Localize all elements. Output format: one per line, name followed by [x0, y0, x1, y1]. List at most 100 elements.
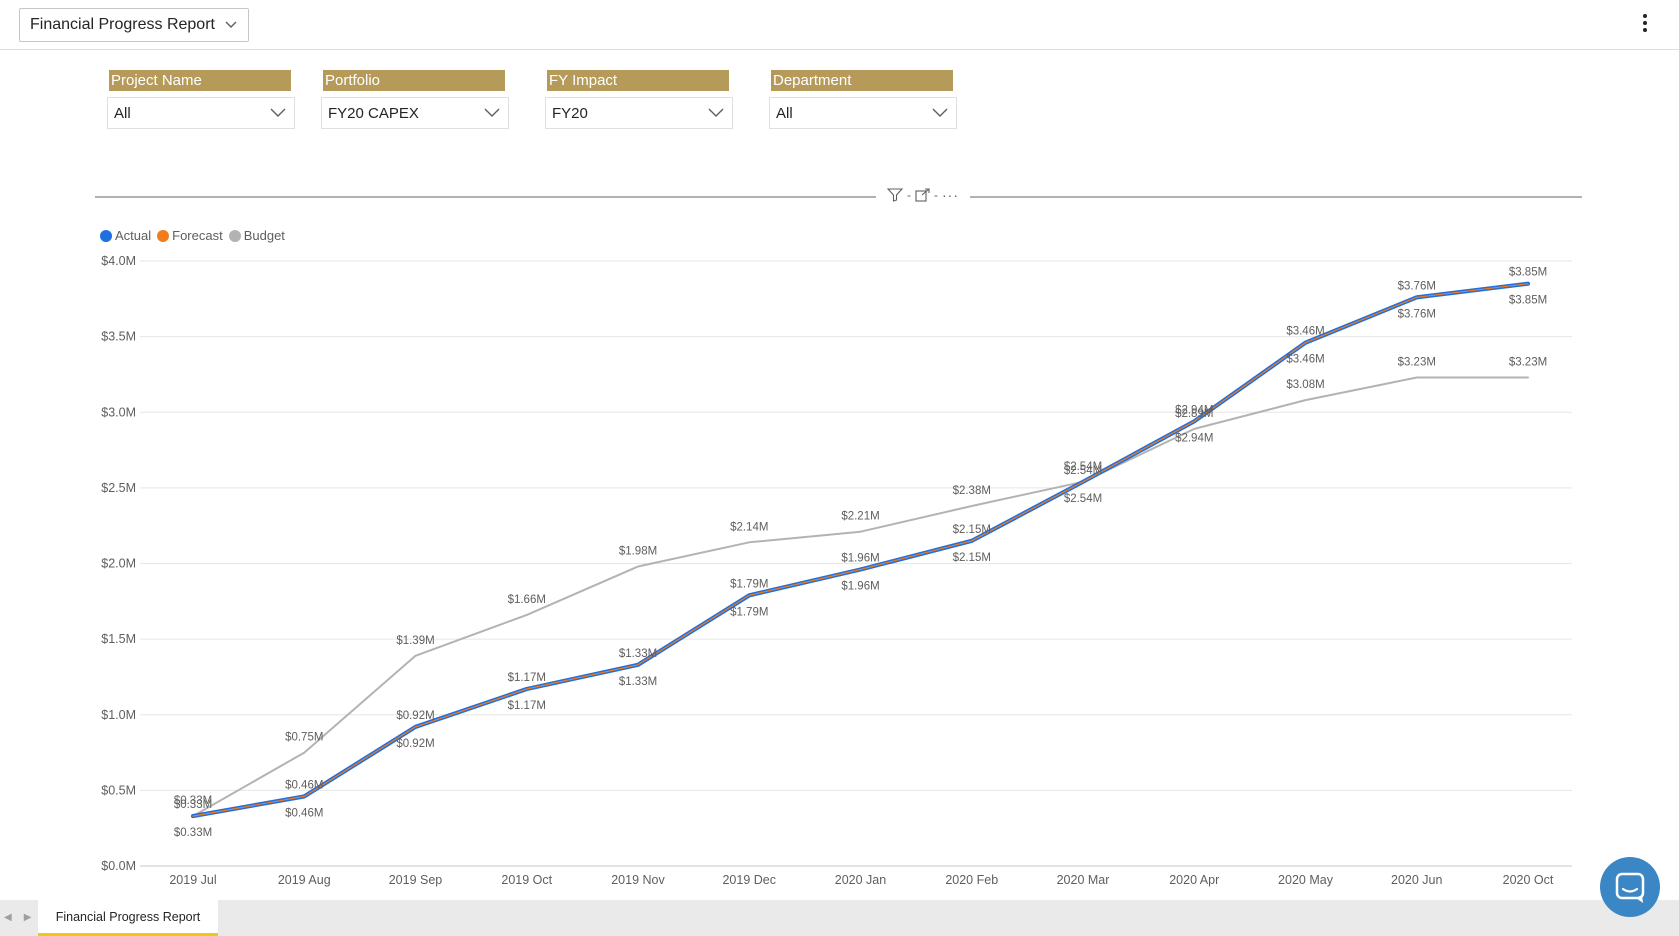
- slicer-dropdown-department[interactable]: All: [769, 97, 957, 129]
- visual-header-rule: [95, 196, 1582, 198]
- data-label-actual: $2.94M: [1175, 432, 1213, 444]
- x-tick-label: 2019 Aug: [278, 873, 331, 887]
- y-tick-label: $3.5M: [101, 330, 136, 344]
- legend-marker: [228, 229, 241, 242]
- data-label-budget: $2.89M: [1175, 408, 1213, 420]
- data-label-budget: $2.38M: [953, 485, 991, 497]
- y-tick-label: $2.0M: [101, 557, 136, 571]
- slicer-department: Department All: [769, 70, 959, 129]
- x-tick-label: 2019 Oct: [501, 873, 552, 887]
- x-tick-label: 2020 Jan: [835, 873, 886, 887]
- x-tick-label: 2020 Mar: [1057, 873, 1110, 887]
- legend-item-forecast[interactable]: Forecast: [157, 228, 223, 243]
- focus-mode-icon[interactable]: [915, 188, 930, 202]
- data-label-budget: $2.21M: [841, 511, 879, 523]
- filter-icon[interactable]: [887, 188, 903, 202]
- slicer-dropdown-project-name[interactable]: All: [107, 97, 295, 129]
- data-label-budget: $2.54M: [1064, 461, 1102, 473]
- chevron-down-icon: [270, 108, 286, 117]
- legend-item-actual[interactable]: Actual: [100, 228, 151, 243]
- more-options-icon[interactable]: [1641, 14, 1649, 34]
- chat-icon: [1615, 872, 1645, 903]
- page-tab-bar: ◀ ▶ Financial Progress Report: [0, 900, 1679, 936]
- slicer-title: Portfolio: [323, 70, 505, 91]
- legend-label: Budget: [243, 228, 285, 243]
- page-tab-financial-progress[interactable]: Financial Progress Report: [38, 900, 218, 936]
- data-label-actual: $1.33M: [619, 676, 657, 688]
- data-label-budget: $1.66M: [508, 594, 546, 606]
- slicer-fy-impact: FY Impact FY20: [545, 70, 735, 129]
- data-label-forecast: $0.92M: [396, 710, 434, 722]
- data-label-actual: $3.85M: [1509, 295, 1547, 307]
- slicer-value: FY20: [552, 104, 588, 122]
- more-options-icon[interactable]: ···: [942, 187, 959, 203]
- data-label-forecast: $0.33M: [174, 799, 212, 811]
- x-tick-label: 2019 Nov: [611, 873, 665, 887]
- y-tick-label: $4.0M: [101, 254, 136, 268]
- slicer-title: FY Impact: [547, 70, 729, 91]
- chart-legend: Actual Forecast Budget: [100, 228, 285, 243]
- data-label-actual: $2.15M: [953, 552, 991, 564]
- x-tick-label: 2019 Jul: [169, 873, 216, 887]
- chat-button[interactable]: [1600, 857, 1660, 917]
- data-label-forecast: $2.15M: [953, 524, 991, 536]
- x-tick-label: 2020 Oct: [1503, 873, 1554, 887]
- legend-item-budget[interactable]: Budget: [228, 228, 285, 243]
- data-label-budget: $2.14M: [730, 521, 768, 533]
- y-tick-label: $3.0M: [101, 405, 136, 419]
- series-line-actual: [190, 281, 1531, 819]
- page-nav: ◀ ▶: [4, 912, 31, 923]
- data-label-actual: $1.17M: [508, 700, 546, 712]
- legend-label: Actual: [115, 228, 152, 243]
- page-tab-label: Financial Progress Report: [55, 909, 201, 924]
- series-line-forecast: [192, 283, 1529, 817]
- data-label-actual: $3.46M: [1286, 354, 1324, 366]
- y-tick-label: $1.5M: [101, 632, 136, 646]
- data-label-actual: $3.76M: [1398, 308, 1436, 320]
- data-label-actual: $0.92M: [396, 738, 434, 750]
- data-label-budget: $3.23M: [1509, 356, 1547, 368]
- y-tick-label: $2.5M: [101, 481, 136, 495]
- legend-marker: [100, 229, 112, 242]
- data-label-budget: $3.23M: [1398, 356, 1436, 368]
- x-tick-label: 2019 Dec: [722, 873, 776, 887]
- y-tick-label: $0.0M: [101, 859, 136, 873]
- slicer-title: Department: [771, 70, 953, 91]
- data-label-budget: $1.39M: [396, 635, 434, 647]
- slicer-portfolio: Portfolio FY20 CAPEX: [321, 70, 511, 129]
- data-label-actual: $2.54M: [1064, 493, 1102, 505]
- data-label-forecast: $3.76M: [1398, 280, 1436, 292]
- data-label-actual: $0.33M: [174, 827, 212, 839]
- legend-marker: [157, 229, 170, 242]
- chevron-down-icon: [932, 108, 948, 117]
- slicer-value: All: [776, 104, 793, 122]
- data-label-forecast: $3.46M: [1286, 326, 1324, 338]
- data-label-forecast: $0.46M: [285, 779, 323, 791]
- report-page-dropdown-label: Financial Progress Report: [30, 16, 215, 33]
- chevron-down-icon: [484, 108, 500, 117]
- legend-label: Forecast: [172, 228, 223, 243]
- slicer-dropdown-portfolio[interactable]: FY20 CAPEX: [321, 97, 509, 129]
- slicer-project-name: Project Name All: [107, 70, 297, 129]
- data-label-forecast: $2.94M: [1175, 404, 1213, 416]
- slicer-title: Project Name: [109, 70, 291, 91]
- chevron-down-icon: [708, 108, 724, 117]
- report-page-dropdown[interactable]: Financial Progress Report: [19, 8, 249, 42]
- data-label-forecast: $3.85M: [1509, 267, 1547, 279]
- data-label-budget: $1.98M: [619, 546, 657, 558]
- top-bar: Financial Progress Report: [0, 0, 1679, 50]
- visual-toolbar: - - ···: [876, 186, 970, 204]
- chevron-right-icon[interactable]: ▶: [23, 912, 32, 923]
- data-label-actual: $1.96M: [841, 581, 879, 593]
- data-label-forecast: $1.33M: [619, 648, 657, 660]
- data-label-budget: $0.33M: [174, 795, 212, 807]
- chevron-left-icon[interactable]: ◀: [4, 912, 12, 923]
- data-label-actual: $0.46M: [285, 807, 323, 819]
- slicer-value: FY20 CAPEX: [328, 104, 419, 122]
- slicer-dropdown-fy-impact[interactable]: FY20: [545, 97, 733, 129]
- slicer-value: All: [114, 104, 131, 122]
- x-tick-label: 2020 Apr: [1169, 873, 1219, 887]
- data-label-forecast: $1.79M: [730, 578, 768, 590]
- data-label-actual: $1.79M: [730, 606, 768, 618]
